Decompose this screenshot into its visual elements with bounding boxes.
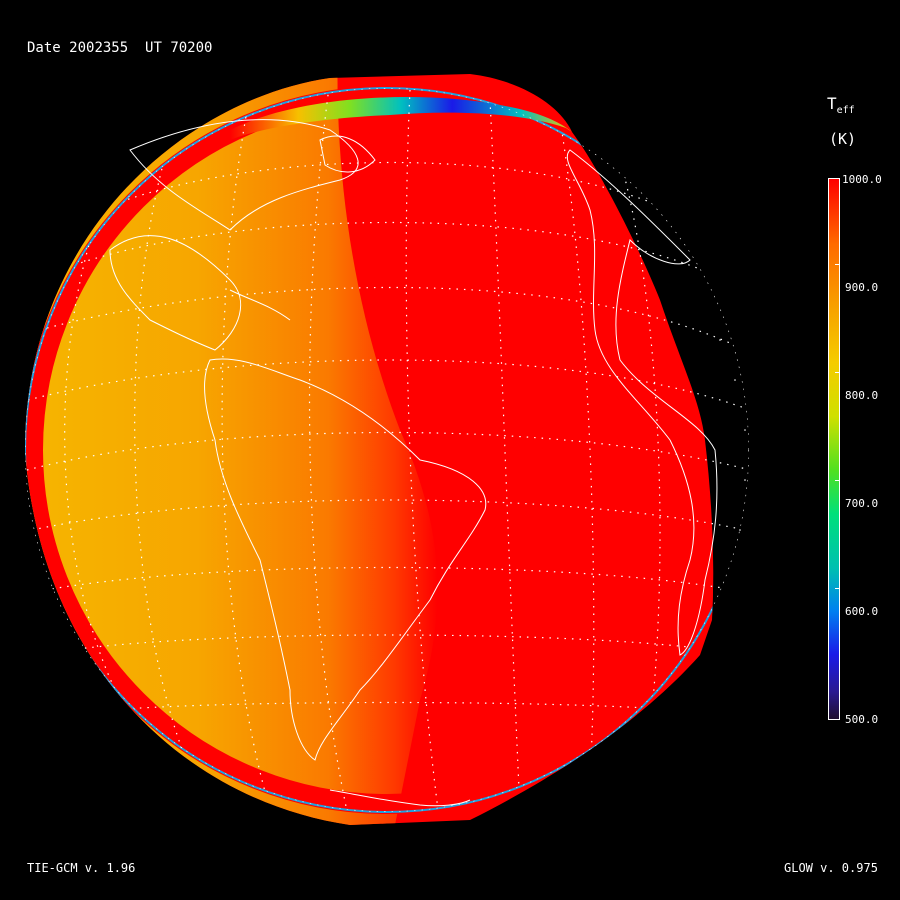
- date-time-title: Date 2002355 UT 70200: [27, 40, 213, 56]
- coastlines: [109, 119, 718, 807]
- colorbar-tick-mark: [835, 372, 839, 373]
- colorbar-tick-label: 900.0: [845, 281, 879, 294]
- colorbar-title: Teff: [827, 94, 855, 117]
- colorbar-tick-label: 500.0: [845, 713, 879, 726]
- glow-version-label: GLOW v. 0.975: [784, 861, 878, 875]
- colorbar-tick-mark: [835, 480, 839, 481]
- colorbar-unit: (K): [829, 130, 857, 148]
- colorbar-tick-mark: [835, 264, 839, 265]
- colorbar-tick-label: 700.0: [845, 497, 879, 510]
- colorbar-tick-label: 800.0: [845, 389, 879, 402]
- colorbar-tick-label: 1000.0: [842, 173, 882, 186]
- colorbar-tick-label: 600.0: [845, 605, 879, 618]
- graticule: [25, 88, 749, 812]
- colorbar-tick-mark: [835, 588, 839, 589]
- model-version-label: TIE-GCM v. 1.96: [27, 861, 136, 875]
- colorbar: [828, 178, 840, 720]
- terminator-dots: [719, 339, 746, 531]
